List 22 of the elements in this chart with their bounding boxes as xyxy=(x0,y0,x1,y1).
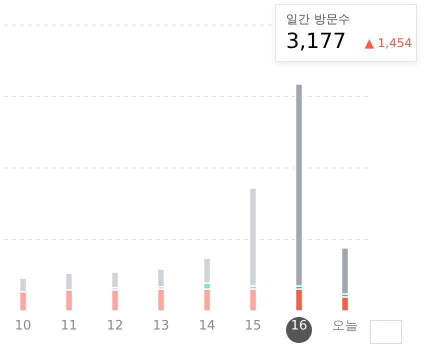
text: ▲ 1,454 xyxy=(364,36,412,50)
x-tick-label: 11 xyxy=(60,318,78,334)
bar xyxy=(156,288,166,312)
bar xyxy=(294,288,304,312)
bar xyxy=(156,268,166,288)
x-tick-label: 13 xyxy=(152,318,170,334)
x-tick-label: 오늘 xyxy=(332,318,358,334)
x-tick-label: 12 xyxy=(106,318,124,334)
bar xyxy=(110,271,120,288)
x-tick-label: 14 xyxy=(198,318,216,334)
bar xyxy=(110,289,120,312)
bar xyxy=(248,288,258,312)
text: 일간 방문수 xyxy=(286,11,350,28)
text: 3,177 xyxy=(286,29,346,53)
x-tick-label: 10 xyxy=(14,318,32,334)
bar xyxy=(340,296,350,312)
bar xyxy=(202,288,212,312)
x-tick-label: 15 xyxy=(244,318,262,334)
bar xyxy=(340,247,350,295)
bar xyxy=(248,187,258,287)
bar xyxy=(294,83,304,287)
x-tick-label: 16 xyxy=(290,318,308,334)
